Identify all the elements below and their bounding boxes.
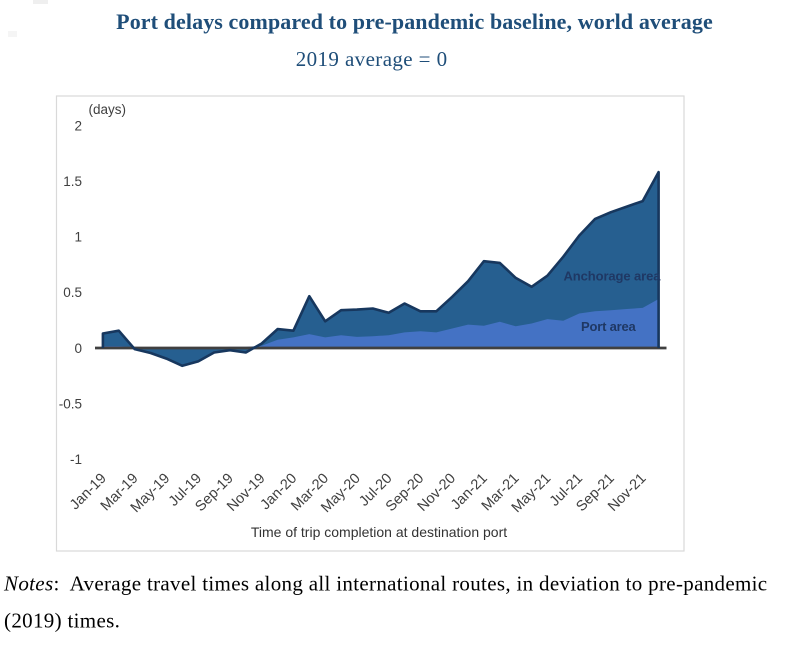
svg-text:0.5: 0.5	[63, 285, 82, 300]
svg-text:2019 average = 0: 2019 average = 0	[296, 47, 448, 71]
svg-text:0: 0	[74, 341, 82, 356]
svg-text:-1: -1	[70, 452, 82, 467]
svg-text:Notes: Average travel times a: Notes: Average travel times along all in…	[3, 572, 767, 596]
svg-text:(days): (days)	[89, 102, 127, 117]
svg-text:1.5: 1.5	[63, 174, 82, 189]
svg-text:Anchorage area: Anchorage area	[564, 269, 662, 284]
svg-text:(2019) times.: (2019) times.	[4, 609, 120, 633]
svg-text:Time of trip completion at des: Time of trip completion at destination p…	[251, 524, 507, 540]
svg-text:1: 1	[74, 230, 82, 245]
svg-text:-0.5: -0.5	[59, 397, 82, 412]
svg-text:Port area: Port area	[581, 319, 637, 334]
svg-text:Port delays compared to pre-pa: Port delays compared to pre-pandemic bas…	[116, 9, 713, 34]
svg-text:2: 2	[74, 118, 82, 133]
